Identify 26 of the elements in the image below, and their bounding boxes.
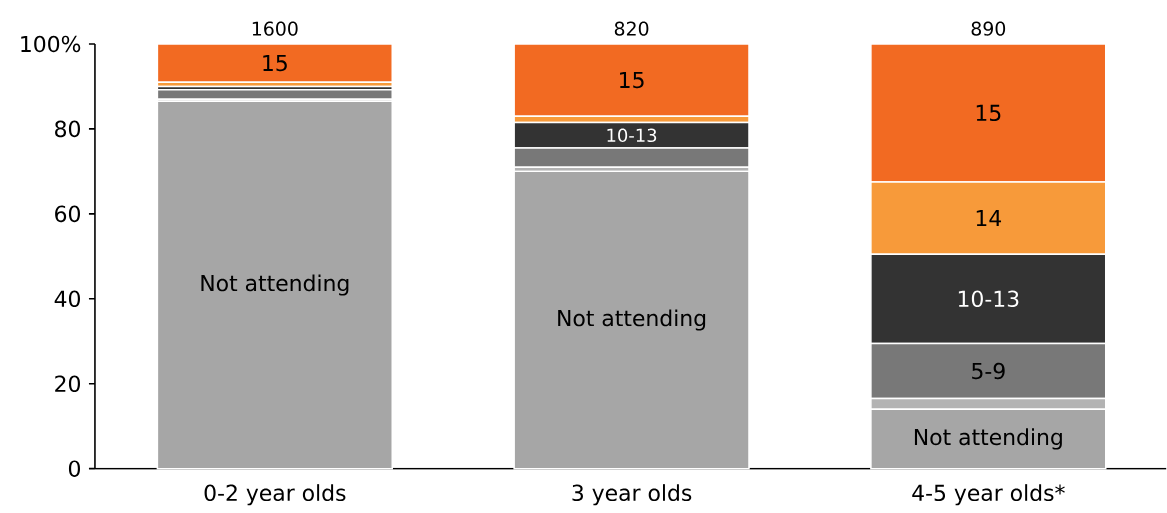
bar bbox=[156, 100, 393, 470]
y-tick-label: 60 bbox=[55, 205, 80, 223]
bar bbox=[513, 43, 750, 118]
x-tick-label: 0-2 year olds bbox=[204, 484, 346, 506]
series-label: Not attending bbox=[914, 428, 1062, 450]
text: Not attending bbox=[558, 309, 706, 331]
text: 890 bbox=[971, 21, 1006, 36]
y-tick-label: 80 bbox=[55, 120, 80, 138]
series-label: 5-9 bbox=[972, 362, 1005, 380]
y-tick-label: 100% bbox=[21, 35, 81, 53]
y-tick-label: 40 bbox=[54, 290, 80, 308]
text: 1600 bbox=[252, 21, 298, 36]
bar bbox=[513, 170, 750, 470]
series-label: 10-13 bbox=[607, 128, 657, 143]
text: 820 bbox=[614, 21, 649, 36]
series-label: 15 bbox=[263, 55, 287, 72]
text: 10-13 bbox=[958, 290, 1019, 308]
series-label: 14 bbox=[976, 210, 1002, 227]
x-tick-label: 3 year olds bbox=[572, 484, 692, 506]
bar bbox=[156, 43, 393, 84]
y-tick-label: 20 bbox=[55, 375, 80, 393]
y-tick-label: 0 bbox=[68, 460, 80, 478]
text: Not attending bbox=[201, 274, 349, 296]
x-tick-label: 4-5 year olds* bbox=[912, 484, 1065, 506]
text: 15 bbox=[976, 105, 1001, 122]
text: 15 bbox=[620, 72, 644, 89]
